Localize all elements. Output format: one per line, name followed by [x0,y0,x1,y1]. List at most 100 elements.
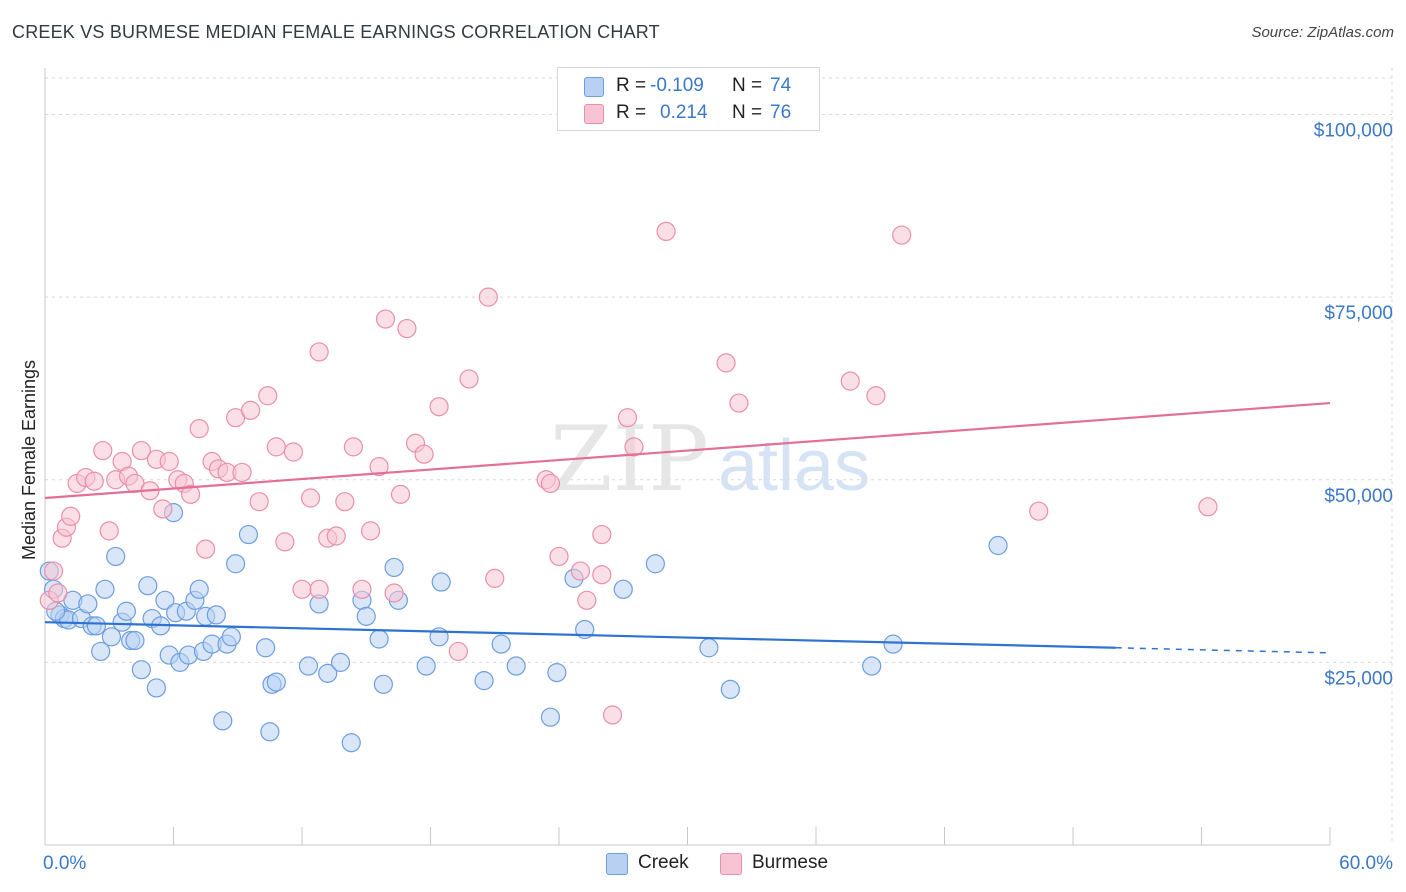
creek-point [266,672,286,692]
axis-layer [44,68,1331,846]
burmese-point [131,440,151,461]
burmese-point [153,499,173,519]
burmese-point [459,369,479,389]
creek-point [356,606,376,626]
burmese-point [309,579,329,599]
legend-r-value-creek: -0.109 [650,75,704,96]
burmese-swatch [584,104,604,124]
burmese-point [840,371,860,391]
creek-point [318,663,338,683]
creek-point [416,656,436,676]
creek-point [95,579,115,599]
creek-point [221,627,241,647]
y-tick-label: $25,000 [1324,668,1393,689]
burmese-point [309,342,329,362]
legend-r-label: R = [616,75,647,96]
burmese-point [241,400,261,420]
burmese-point [181,484,201,504]
burmese-point [48,583,68,603]
burmese-point [43,561,64,581]
burmese-point [335,492,355,512]
creek-point [613,579,633,599]
watermark: ZIP atlas [550,407,870,512]
burmese-point [592,524,612,545]
creek-point [431,572,451,592]
burmese-point [729,393,749,413]
burmese-point [266,437,286,457]
chart-title: CREEK VS BURMESE MEDIAN FEMALE EARNINGS … [12,22,660,42]
creek-point [260,722,280,742]
burmese-point [384,583,404,603]
burmese-point [448,641,468,662]
creek-point [238,524,259,545]
burmese-point [592,565,612,585]
burmese-point [602,705,623,725]
creek-point [155,590,175,610]
burmese-point [369,457,389,477]
burmese-point [716,353,736,373]
y-tick-label: $100,000 [1314,121,1393,142]
burmese-point [283,442,304,462]
burmese-point [360,521,381,541]
bottom-legend-label-creek: Creek [638,852,689,873]
label-layer: $25,000 $50,000 $75,000 $100,000 0.0% 60.0% Me… [19,121,1393,874]
burmese-point [1198,497,1218,517]
burmese-point [892,225,912,245]
burmese-point [577,590,597,610]
source-credit: Source: ZipAtlas.com [1251,24,1394,41]
burmese-point [249,492,269,512]
creek-swatch [606,853,628,875]
legend-n-value-burmese: 76 [770,102,792,123]
burmese-point [656,221,676,241]
creek-point [213,711,233,731]
creek-point [78,594,98,614]
burmese-point [1029,501,1049,521]
burmese-swatch [720,853,742,875]
creek-point [101,627,121,647]
legend-n-value-creek: 74 [770,75,792,96]
burmese-point [414,444,434,464]
burmese-point [624,437,644,457]
burmese-point [343,437,363,457]
y-tick-label: $75,000 [1324,303,1393,324]
bottom-legend-label-burmese: Burmese [752,852,829,873]
creek-point [255,638,276,658]
legend-n-label: N = [732,102,763,123]
creek-point [298,656,319,676]
burmese-point [570,561,591,581]
burmese-point [84,471,104,491]
legend-r-value-burmese: 0.214 [660,102,708,123]
burmese-point [232,462,252,483]
creek-point [384,557,404,578]
creek-trend-line [44,621,1116,649]
y-axis-label: Median Female Earnings [19,360,39,560]
burmese-point [159,451,179,472]
creek-point [699,638,719,658]
creek-point [491,634,511,654]
burmese-point [429,397,449,417]
creek-point [720,679,740,700]
creek-point [131,660,151,680]
trend-layer [44,401,1331,654]
creek-swatch [584,77,604,97]
burmese-point [866,386,886,406]
creek-point [506,656,526,676]
creek-point [330,652,351,672]
x-tick-label-min: 0.0% [43,853,86,874]
creek-point [547,663,567,683]
burmese-point [326,526,346,546]
burmese-point [375,309,396,329]
burmese-point [478,287,498,307]
burmese-point [397,318,417,339]
creek-point [189,579,209,599]
burmese-point [99,521,119,541]
burmese-point [617,408,638,428]
burmese-point [485,568,505,588]
creek-point [91,641,111,662]
burmese-point [196,539,216,559]
creek-point [474,671,494,691]
creek-point [116,601,136,621]
burmese-point [275,532,295,552]
legend-r-label: R = [616,102,647,123]
